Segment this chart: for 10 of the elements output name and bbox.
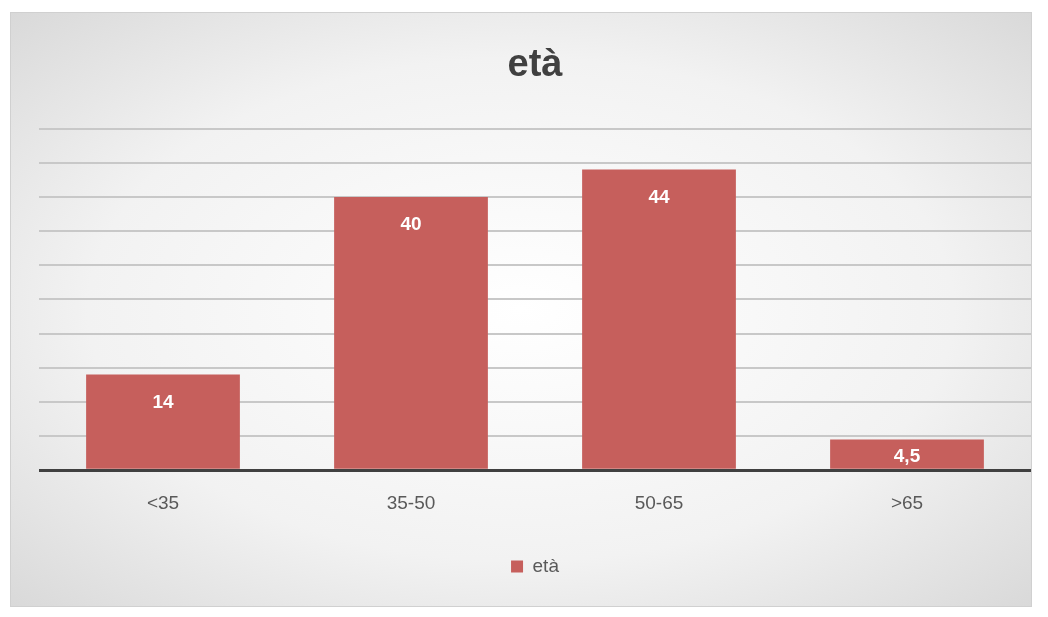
data-label: 44 — [648, 185, 670, 207]
chart-title: età — [507, 42, 564, 85]
x-tick-label: 35-50 — [386, 491, 436, 513]
data-label: 40 — [400, 213, 422, 235]
x-tick-label: <35 — [146, 491, 180, 513]
data-label: 14 — [152, 390, 174, 412]
x-tick-label: >65 — [890, 491, 924, 513]
data-label: 4,5 — [893, 445, 921, 467]
legend-label: età — [532, 554, 560, 576]
x-tick-label: 50-65 — [634, 491, 684, 513]
